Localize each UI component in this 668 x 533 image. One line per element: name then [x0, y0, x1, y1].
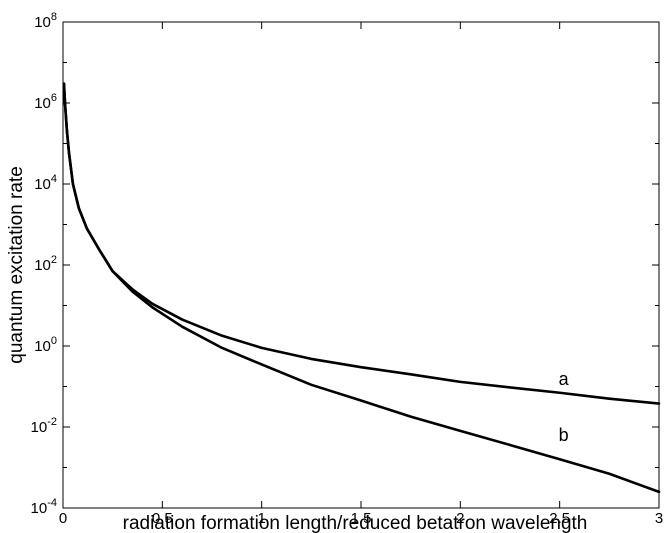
y-tick-exponent: 8 [51, 11, 57, 23]
x-tick-label: 2 [456, 510, 464, 527]
x-tick-label: 1.5 [351, 510, 372, 527]
y-tick-exponent: -2 [47, 416, 57, 428]
y-tick-label: 100 [34, 335, 57, 355]
series-line-a [62, 82, 661, 405]
y-tick-exponent: 0 [51, 335, 57, 347]
y-axis-label: quantum excitation rate [6, 166, 27, 364]
y-tick-label: 108 [34, 11, 57, 31]
series-layer [62, 82, 661, 494]
y-tick-label: 10-2 [31, 416, 57, 436]
x-tick-label: 1 [257, 510, 265, 527]
plot-frame [62, 21, 660, 509]
x-tick-label: 2.5 [549, 510, 570, 527]
series-label-b: b [559, 425, 569, 445]
y-tick-exponent: 2 [51, 254, 57, 266]
x-tick-label: 0.5 [152, 510, 173, 527]
series-line-b [62, 82, 661, 494]
x-axis-label: radiation formation length/reduced betat… [123, 513, 588, 533]
x-tick-label: 3 [655, 510, 663, 527]
y-tick-label: 10-4 [31, 497, 57, 517]
y-tick-exponent: -4 [47, 497, 57, 509]
x-tick-label: 0 [59, 510, 67, 527]
y-tick-label: 104 [34, 173, 57, 193]
y-tick-exponent: 4 [51, 173, 57, 185]
y-tick-label: 102 [34, 254, 57, 274]
series-labels: ab [559, 369, 570, 445]
axis-ticks: 0 0.5 1 1.5 2 2.5 3 10-4 10-2 100 102 104 106 108 [31, 11, 664, 527]
y-tick-exponent: 6 [51, 92, 57, 104]
y-tick-label: 106 [34, 92, 57, 112]
series-label-a: a [559, 369, 570, 389]
